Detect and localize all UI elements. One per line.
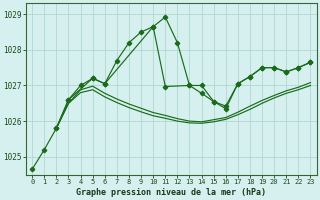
X-axis label: Graphe pression niveau de la mer (hPa): Graphe pression niveau de la mer (hPa) <box>76 188 266 197</box>
